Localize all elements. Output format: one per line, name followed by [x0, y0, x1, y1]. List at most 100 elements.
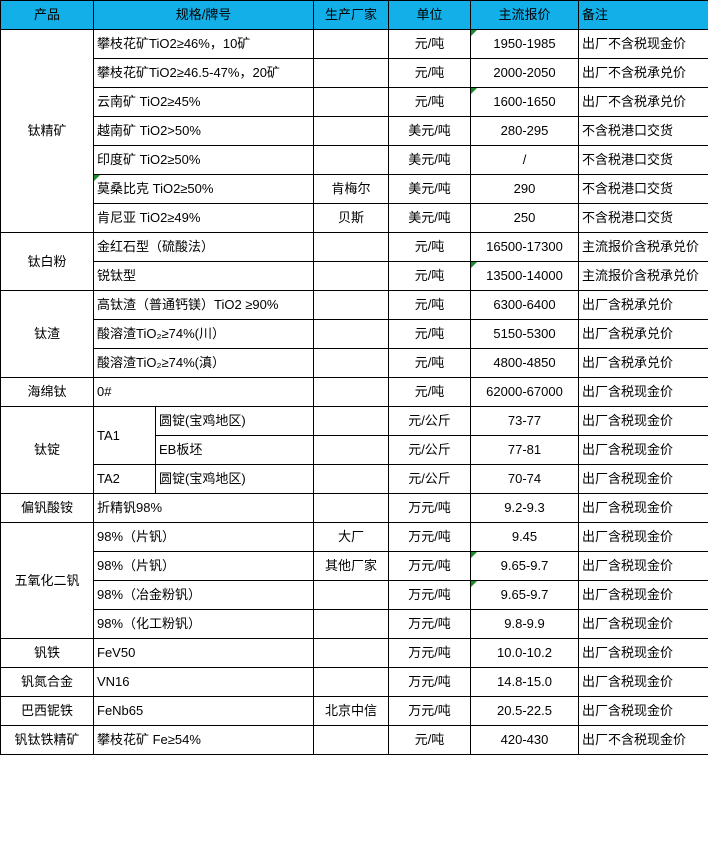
cell-spec: 锐钛型: [94, 262, 314, 291]
header-cell-price: 主流报价: [471, 1, 579, 30]
cell-price: 9.8-9.9: [471, 610, 579, 639]
page-bottom-whitespace: [0, 755, 708, 855]
cell-unit: 元/吨: [389, 233, 471, 262]
cell-manufacturer: [314, 233, 389, 262]
cell-product: 偏钒酸铵: [1, 494, 94, 523]
cell-price: 280-295: [471, 117, 579, 146]
cell-price: 290: [471, 175, 579, 204]
cell-spec: 98%（化工粉钒）: [94, 610, 314, 639]
cell-product: 海绵钛: [1, 378, 94, 407]
table-header: 产品 规格/牌号 生产厂家 单位 主流报价 备注: [1, 1, 708, 30]
cell-remark: 出厂含税现金价: [579, 639, 708, 668]
cell-remark: 出厂含税现金价: [579, 552, 708, 581]
cell-spec: 莫桑比克 TiO2≥50%: [94, 175, 314, 204]
cell-manufacturer: [314, 668, 389, 697]
cell-unit: 元/吨: [389, 59, 471, 88]
cell-manufacturer: [314, 494, 389, 523]
cell-product: 钒铁: [1, 639, 94, 668]
cell-product: 钛锭: [1, 407, 94, 494]
cell-unit: 美元/吨: [389, 175, 471, 204]
cell-manufacturer: [314, 639, 389, 668]
cell-manufacturer: [314, 291, 389, 320]
cell-manufacturer: [314, 262, 389, 291]
cell-remark: 出厂含税现金价: [579, 668, 708, 697]
cell-price: 73-77: [471, 407, 579, 436]
cell-manufacturer: [314, 146, 389, 175]
cell-spec: FeNb65: [94, 697, 314, 726]
cell-manufacturer: [314, 88, 389, 117]
cell-remark: 出厂含税现金价: [579, 523, 708, 552]
cell-remark: 出厂不含税承兑价: [579, 88, 708, 117]
cell-spec: 高钛渣（普通钙镁）TiO2 ≥90%: [94, 291, 314, 320]
header-cell-product: 产品: [1, 1, 94, 30]
cell-product: 钒钛铁精矿: [1, 726, 94, 755]
cell-price: 20.5-22.5: [471, 697, 579, 726]
cell-remark: 出厂含税承兑价: [579, 349, 708, 378]
cell-product: 五氧化二钒: [1, 523, 94, 639]
cell-remark: 出厂含税承兑价: [579, 320, 708, 349]
cell-remark: 出厂含税现金价: [579, 465, 708, 494]
cell-unit: 元/吨: [389, 320, 471, 349]
cell-product: 钛精矿: [1, 30, 94, 233]
cell-manufacturer: [314, 581, 389, 610]
cell-spec: VN16: [94, 668, 314, 697]
cell-spec: 印度矿 TiO2≥50%: [94, 146, 314, 175]
cell-remark: 出厂含税现金价: [579, 378, 708, 407]
cell-price: 77-81: [471, 436, 579, 465]
cell-price: 14.8-15.0: [471, 668, 579, 697]
cell-price: 9.65-9.7: [471, 581, 579, 610]
cell-manufacturer: 其他厂家: [314, 552, 389, 581]
cell-spec: 98%（片钒）: [94, 552, 314, 581]
cell-spec: 酸溶渣TiO₂≥74%(滇）: [94, 349, 314, 378]
cell-remark: 出厂含税现金价: [579, 610, 708, 639]
cell-price: 420-430: [471, 726, 579, 755]
cell-unit: 万元/吨: [389, 552, 471, 581]
cell-manufacturer: [314, 378, 389, 407]
cell-manufacturer: [314, 349, 389, 378]
cell-remark: 出厂含税现金价: [579, 697, 708, 726]
cell-remark: 出厂含税现金价: [579, 581, 708, 610]
cell-unit: 美元/吨: [389, 117, 471, 146]
header-cell-manufacturer: 生产厂家: [314, 1, 389, 30]
cell-price: 70-74: [471, 465, 579, 494]
cell-manufacturer: 北京中信: [314, 697, 389, 726]
cell-price: 1600-1650: [471, 88, 579, 117]
cell-spec: 攀枝花矿 Fe≥54%: [94, 726, 314, 755]
cell-spec: 0#: [94, 378, 314, 407]
cell-manufacturer: [314, 407, 389, 436]
cell-spec: 云南矿 TiO2≥45%: [94, 88, 314, 117]
cell-product: 钛渣: [1, 291, 94, 378]
cell-spec: FeV50: [94, 639, 314, 668]
cell-manufacturer: [314, 59, 389, 88]
cell-unit: 元/吨: [389, 30, 471, 59]
cell-spec: 攀枝花矿TiO2≥46.5-47%，20矿: [94, 59, 314, 88]
cell-price: 2000-2050: [471, 59, 579, 88]
cell-remark: 出厂含税现金价: [579, 494, 708, 523]
price-quote-table: 产品 规格/牌号 生产厂家 单位 主流报价 备注 钛精矿攀枝花矿TiO2≥46%…: [0, 0, 708, 755]
cell-remark: 主流报价含税承兑价: [579, 233, 708, 262]
cell-price: 4800-4850: [471, 349, 579, 378]
cell-price: 10.0-10.2: [471, 639, 579, 668]
cell-price: 9.65-9.7: [471, 552, 579, 581]
cell-product: 钒氮合金: [1, 668, 94, 697]
cell-remark: 不含税港口交货: [579, 117, 708, 146]
cell-manufacturer: [314, 436, 389, 465]
cell-unit: 万元/吨: [389, 610, 471, 639]
cell-grade: TA2: [94, 465, 156, 494]
cell-manufacturer: [314, 610, 389, 639]
cell-price: 9.2-9.3: [471, 494, 579, 523]
